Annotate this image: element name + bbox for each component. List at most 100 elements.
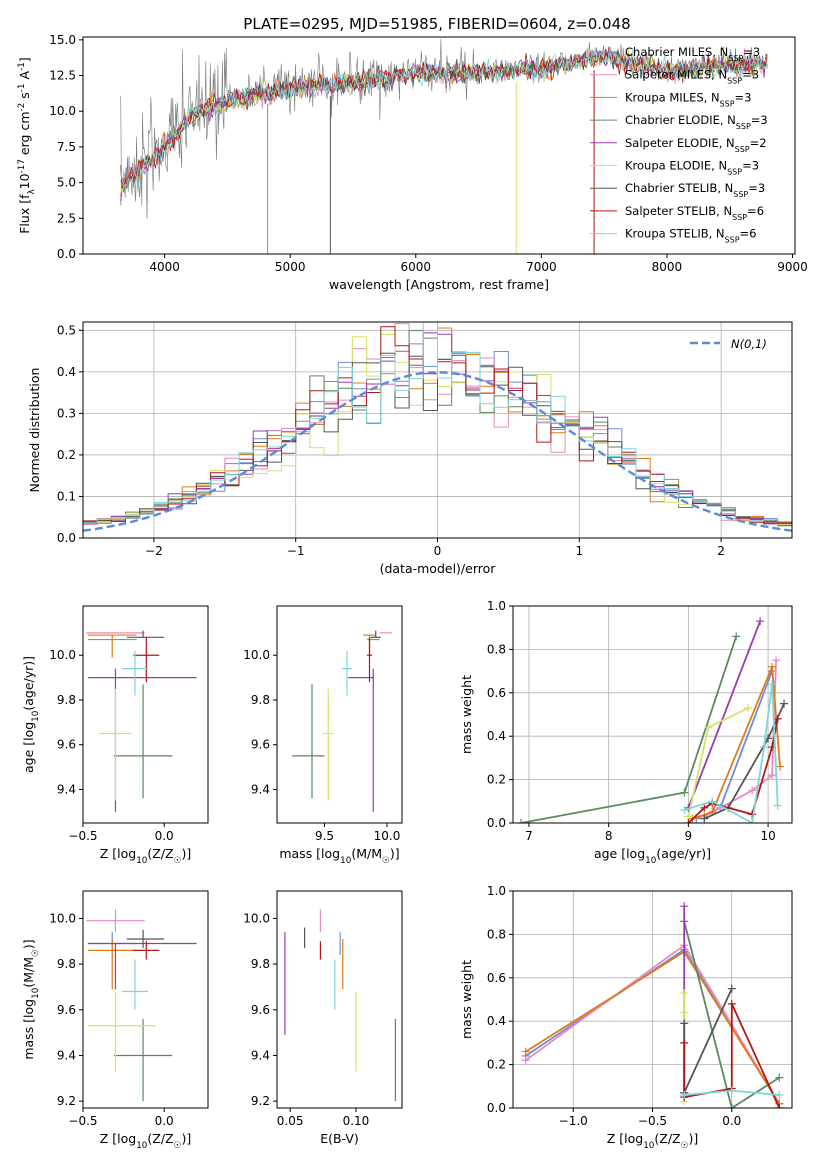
- weight-vs-age-xtick-label: 7: [525, 829, 533, 843]
- errorbar-point: [87, 668, 197, 812]
- spectrum-ytick-label: 10.0: [49, 104, 76, 118]
- age-vs-mass-xtick-label: 9.5: [315, 829, 334, 843]
- errorbar-point: [87, 942, 197, 990]
- errorbar-point: [121, 959, 148, 1010]
- spectrum-plot-area: [120, 38, 768, 254]
- weight-marker: [760, 743, 769, 752]
- residuals-xtick-label: 2: [717, 544, 725, 558]
- weight-marker: [775, 1090, 784, 1099]
- residuals-ytick-label: 0.4: [57, 365, 76, 379]
- weight-vs-age-xtick-label: 9: [685, 829, 693, 843]
- weight-line-kroupa-stelib: [684, 683, 779, 823]
- age-vs-Z-ytick-label: 9.8: [57, 693, 76, 707]
- weight-marker: [680, 805, 689, 814]
- mass-vs-EBV-xtick-label: 0.05: [277, 1114, 304, 1128]
- weight-marker: [748, 819, 757, 823]
- weight-marker: [775, 1073, 784, 1082]
- mass-vs-Z-ytick-label: 10.0: [49, 911, 76, 925]
- errorbar-point: [367, 637, 372, 683]
- weight-marker: [776, 762, 785, 771]
- errorbar-point: [133, 941, 160, 960]
- mass-vs-Z-ytick-label: 9.4: [57, 1048, 76, 1062]
- spectrum-xtick-label: 8000: [652, 260, 683, 274]
- age-vs-Z-frame: −0.5 0.0 9.4 9.6 9.8 10.0 Z [log10​(Z/Z☉​)] age…: [21, 605, 209, 866]
- weight-vs-Z-ytick-label: 0.6: [487, 971, 506, 985]
- spectrum-xtick-label: 7000: [526, 260, 557, 274]
- weight-marker: [727, 999, 736, 1008]
- weight-line-kroupa-elodie: [687, 707, 749, 817]
- residuals-xtick-label: −2: [145, 544, 163, 558]
- mass-vs-Z-ytick-label: 9.6: [57, 1003, 76, 1017]
- mass-vs-Z-frame: −0.5 0.0 9.2 9.4 9.6 9.8 10.0 Z [log10​(Z/Z☉​)]…: [21, 890, 209, 1151]
- weight-marker: [732, 632, 741, 641]
- legend-label: Kroupa ELODIE, NSSP​=3: [625, 159, 759, 177]
- mass-vs-EBV-border: [276, 890, 403, 1109]
- residuals-ytick-label: 0.1: [57, 489, 76, 503]
- spectrum-xlabel: wavelength [Angstrom, rest frame]: [329, 277, 549, 292]
- residuals-xlabel: (data-model)/error: [380, 561, 497, 576]
- age-vs-Z-xlabel: Z [log10​(Z/Z☉​)]: [100, 846, 192, 866]
- spectrum-frame: 4000 5000 6000 7000 8000 9000 0.0 2.5 5.0 7.5 10.0…: [17, 33, 808, 292]
- weight-vs-Z-frame: −1.0 −0.5 0.0 0.0 0.2 0.4 0.6 0.8 1.0 Z [log10​(Z…: [459, 884, 793, 1151]
- age-vs-Z-ylabel: age [log10​(age/yr)]: [21, 656, 41, 773]
- weight-marker: [773, 714, 782, 723]
- weight-vs-age-border: [512, 605, 793, 824]
- age-vs-Z-border: [82, 605, 209, 824]
- mass-vs-Z-border: [82, 890, 209, 1109]
- weight-vs-Z-xtick-label: −1.0: [559, 1114, 588, 1128]
- residuals-plot-area: [83, 322, 792, 532]
- weight-marker: [727, 1086, 736, 1095]
- mass-vs-Z-xtick-label: −0.5: [68, 1114, 97, 1128]
- weight-vs-age-ytick-label: 0.6: [487, 686, 506, 700]
- weight-marker: [744, 703, 753, 712]
- errorbar-point: [126, 929, 165, 949]
- weight-line-chabrier-elodie: [683, 921, 780, 1108]
- mass-vs-Z-plot-area: [86, 909, 197, 1102]
- weight-marker: [700, 814, 709, 823]
- legend-label: Chabrier MILES, NSSP​=3: [625, 45, 760, 63]
- weight-marker: [768, 771, 777, 780]
- weight-line-chabrier-stelib: [703, 703, 785, 820]
- weight-marker: [756, 617, 765, 626]
- spectrum-border: [82, 36, 796, 255]
- weight-marker: [521, 1047, 530, 1056]
- weight-marker: [727, 984, 736, 993]
- residuals-xtick-label: 1: [575, 544, 583, 558]
- residual-hist-kroupa-stelib: [83, 322, 792, 527]
- weight-line-chabrier-elodie: [520, 636, 738, 823]
- residuals-xtick-label: 0: [434, 544, 442, 558]
- age-vs-mass-ytick-label: 10.0: [243, 648, 270, 662]
- weight-marker: [680, 1019, 689, 1028]
- weight-vs-Z-xlabel: Z [log10​(Z/Z☉​)]: [607, 1131, 699, 1151]
- residuals-frame: −2 −1 0 1 2 0.0 0.1 0.2 0.3 0.4 0.5 (data-model)/er…: [27, 321, 793, 576]
- weight-marker: [680, 1008, 689, 1017]
- legend-label: Kroupa MILES, NSSP​=3: [625, 90, 751, 108]
- spectrum-model-kroupa-stelib: [120, 46, 768, 188]
- mass-vs-EBV-ytick-label: 9.2: [251, 1094, 270, 1108]
- weight-marker: [704, 723, 713, 732]
- age-vs-Z-plot-area: [86, 630, 197, 812]
- weight-line-salpeter-elodie: [687, 620, 761, 809]
- weight-marker: [680, 1090, 689, 1099]
- weight-vs-Z-ytick-label: 0.4: [487, 1014, 506, 1028]
- weight-vs-Z-ytick-label: 1.0: [487, 884, 506, 898]
- legend-label: Kroupa STELIB, NSSP​=6: [625, 227, 756, 245]
- errorbar-point: [370, 630, 381, 638]
- age-vs-mass-frame: 9.5 10.0 9.4 9.6 9.8 10.0 mass [log10​(M/M☉​)]: [243, 605, 403, 866]
- weight-vs-age-frame: 7 8 9 10 0.0 0.2 0.4 0.6 0.8 1.0 age [log10​(age/y…: [459, 599, 793, 866]
- spectrum-xtick-label: 9000: [777, 260, 808, 274]
- residuals-ytick-label: 0.5: [57, 323, 76, 337]
- errorbar-point: [121, 650, 148, 696]
- errorbar-point: [133, 637, 160, 683]
- age-vs-Z-xtick-label: −0.5: [68, 829, 97, 843]
- mass-vs-Z-ylabel: mass [log10​(M/M☉​)]: [21, 939, 41, 1059]
- errorbar-point: [99, 688, 132, 801]
- errorbar-point: [113, 1018, 173, 1102]
- errorbar-point: [87, 991, 157, 1072]
- weight-marker: [700, 803, 709, 812]
- errorbar-point: [86, 909, 145, 933]
- weight-marker: [680, 1038, 689, 1047]
- age-vs-Z-ytick-label: 10.0: [49, 648, 76, 662]
- errorbar-point: [342, 650, 352, 696]
